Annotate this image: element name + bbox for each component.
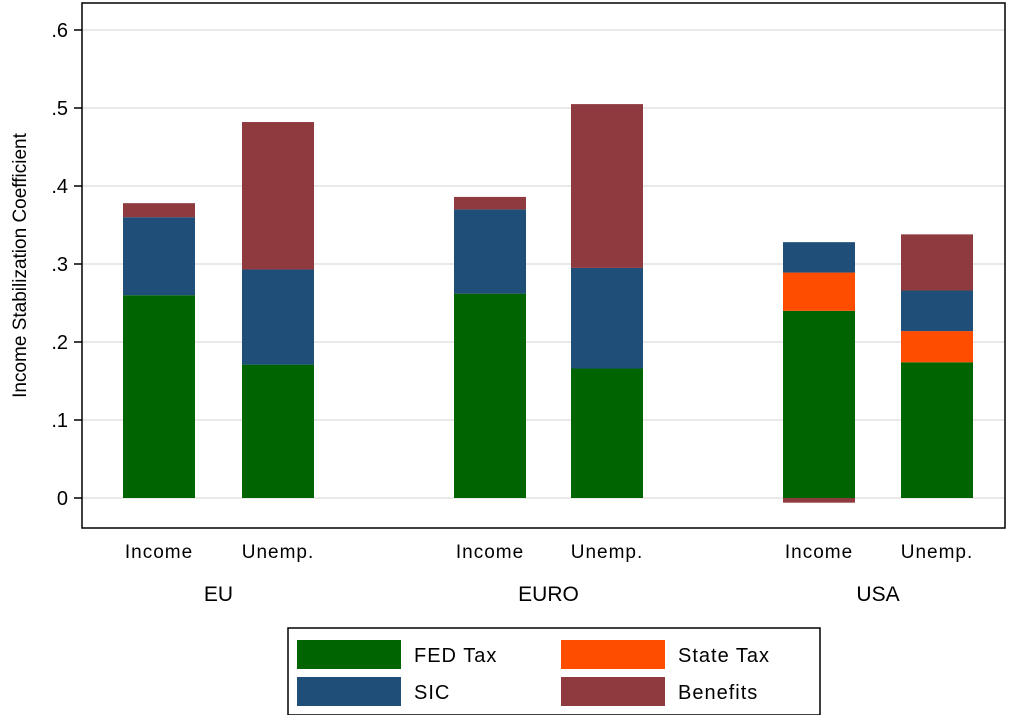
- legend-swatch: [561, 640, 665, 669]
- bar-segment-state-tax: [901, 331, 973, 363]
- y-tick-label: .5: [51, 98, 68, 120]
- bar-segment-fed-tax: [123, 295, 195, 498]
- legend-label: SIC: [414, 682, 450, 704]
- legend-label: State Tax: [678, 645, 770, 667]
- bar-category-label: Unemp.: [571, 542, 644, 563]
- legend-swatch: [297, 677, 401, 706]
- y-tick-label: 0: [57, 488, 68, 510]
- y-axis-label: Income Stabilization Coefficient: [10, 132, 31, 397]
- group-label: USA: [856, 583, 899, 606]
- group-label: EURO: [518, 583, 579, 606]
- bar-segment-benefits: [571, 104, 643, 268]
- bar-category-label: Unemp.: [242, 542, 315, 563]
- y-axis-ticks: 0 .1 .2 .3 .4 .5 .6: [51, 20, 82, 510]
- bar-category-label: Income: [125, 542, 193, 563]
- bar-segment-sic: [242, 269, 314, 365]
- bar-segment-fed-tax: [242, 364, 314, 498]
- group-label: EU: [204, 583, 233, 606]
- y-tick-label: .4: [51, 176, 68, 198]
- bar-segment-fed-tax: [571, 368, 643, 498]
- bar-segment-benefits: [123, 203, 195, 218]
- bar-segment-sic: [454, 209, 526, 294]
- y-tick-label: .1: [51, 410, 68, 432]
- bar-category-label: Unemp.: [901, 542, 974, 563]
- gridlines: [82, 29, 1005, 499]
- bar-segment-fed-tax: [454, 293, 526, 498]
- bar-segment-fed-tax: [901, 362, 973, 498]
- bar-segment-benefits: [901, 234, 973, 291]
- y-tick-label: .2: [51, 332, 68, 354]
- legend-swatch: [297, 640, 401, 669]
- legend-label: FED Tax: [414, 645, 497, 667]
- bar-segment-benefits: [242, 122, 314, 270]
- x-axis-labels: Income Unemp. EU Income Unemp. EURO Income Unem…: [125, 542, 974, 606]
- bar-segment-sic: [901, 290, 973, 332]
- legend-swatch: [561, 677, 665, 706]
- bar-segment-sic: [123, 217, 195, 296]
- legend-label: Benefits: [678, 682, 758, 704]
- bar-segment-fed-tax: [783, 310, 855, 498]
- bar-segment-benefits: [454, 196, 526, 210]
- y-tick-label: .6: [51, 20, 68, 42]
- bar-segment-sic: [571, 267, 643, 369]
- bar-category-label: Income: [456, 542, 524, 563]
- plot-frame: [81, 2, 1006, 529]
- bar-segment-sic: [783, 242, 855, 273]
- bar-segment-benefits: [783, 498, 855, 503]
- y-tick-label: .3: [51, 254, 68, 276]
- legend: FED Tax State Tax SIC Benefits: [287, 627, 821, 715]
- bars: [123, 104, 973, 503]
- bar-category-label: Income: [785, 542, 853, 563]
- bar-segment-state-tax: [783, 272, 855, 311]
